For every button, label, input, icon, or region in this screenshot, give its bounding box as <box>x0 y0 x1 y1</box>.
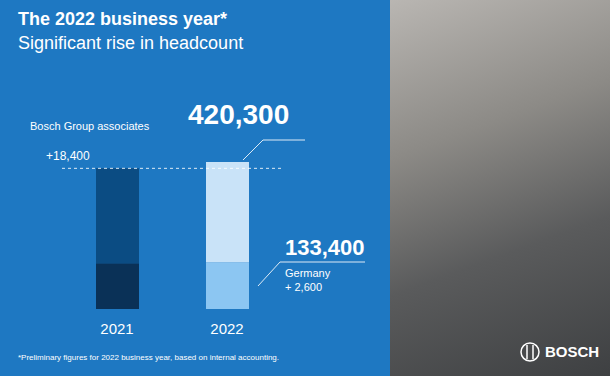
svg-text:2022: 2022 <box>210 320 243 337</box>
html-text:420,300: 420,300 <box>188 99 290 130</box>
html-text:Germany: Germany <box>285 267 331 279</box>
html-text:133,400: 133,400 <box>285 235 365 260</box>
html-text:Bosch Group associates: Bosch Group associates <box>30 120 150 132</box>
html-text:+ 2,600: + 2,600 <box>285 281 322 293</box>
html-text:+18,400: +18,400 <box>46 149 90 163</box>
svg-text:2021: 2021 <box>100 320 133 337</box>
html-text:The 2022 business year*: The 2022 business year* <box>18 9 228 29</box>
html-text:Significant rise in headcount: Significant rise in headcount <box>18 33 244 53</box>
html-text:BOSCH: BOSCH <box>545 343 600 360</box>
html-text:*Preliminary figures for 2022: *Preliminary figures for 2022 business y… <box>18 353 279 362</box>
